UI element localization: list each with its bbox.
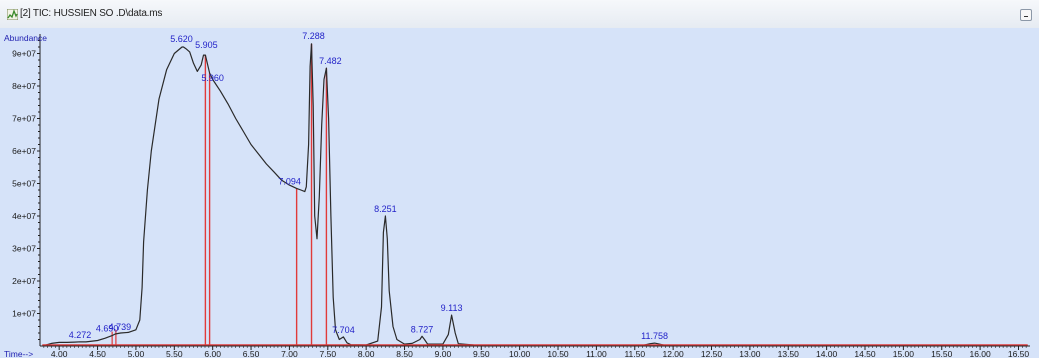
peak-label: 9.113 <box>441 303 463 313</box>
x-tick-label: 14.00 <box>816 349 838 358</box>
y-tick-label: 5e+07 <box>12 179 36 189</box>
x-tick-label: 6.00 <box>204 349 221 358</box>
peak-label: 5.905 <box>195 40 218 50</box>
y-tick-label: 4e+07 <box>12 211 36 221</box>
x-axis-label: Time--> <box>4 349 33 358</box>
x-tick-label: 6.50 <box>243 349 260 358</box>
x-tick-label: 14.50 <box>854 349 876 358</box>
x-tick-label: 12.50 <box>701 349 723 358</box>
y-tick-label: 9e+07 <box>12 49 36 59</box>
peak-label: 8.727 <box>411 324 434 334</box>
x-tick-label: 11.00 <box>586 349 607 358</box>
y-axis-label: Abundance <box>4 33 47 43</box>
peak-label: 5.960 <box>201 73 224 83</box>
x-tick-label: 13.00 <box>739 349 761 358</box>
peak-label: 7.288 <box>302 31 325 41</box>
peak-label: 11.758 <box>641 331 668 341</box>
chromatogram-icon <box>7 9 18 20</box>
x-tick-label: 5.50 <box>166 349 183 358</box>
x-tick-label: 7.50 <box>320 349 337 358</box>
x-tick-label: 9.00 <box>435 349 452 358</box>
tic-trace <box>42 43 1028 347</box>
y-tick-label: 7e+07 <box>12 114 36 124</box>
peak-label: 5.620 <box>170 34 193 44</box>
y-tick-label: 1e+07 <box>12 309 36 319</box>
x-tick-label: 15.00 <box>893 349 915 358</box>
peak-label: 4.272 <box>69 330 92 340</box>
peak-label: 7.482 <box>319 56 342 66</box>
y-tick-label: 6e+07 <box>12 146 36 156</box>
x-tick-label: 4.00 <box>51 349 68 358</box>
x-tick-label: 11.50 <box>624 349 645 358</box>
peak-label: 8.251 <box>374 204 397 214</box>
x-tick-label: 4.50 <box>89 349 106 358</box>
y-tick-label: 3e+07 <box>12 244 36 254</box>
y-tick-label: 2e+07 <box>12 276 36 286</box>
peak-label: 4.739 <box>109 322 132 332</box>
x-tick-label: 9.50 <box>473 349 490 358</box>
x-tick-label: 16.50 <box>1008 349 1030 358</box>
restore-button[interactable] <box>1020 9 1032 21</box>
x-tick-label: 8.00 <box>358 349 375 358</box>
restore-icon <box>1024 16 1028 17</box>
x-tick-label: 10.50 <box>547 349 569 358</box>
x-tick-label: 12.00 <box>662 349 684 358</box>
x-tick-label: 16.00 <box>969 349 991 358</box>
x-tick-label: 15.50 <box>931 349 953 358</box>
peak-label: 7.704 <box>332 325 355 335</box>
peak-label: 7.094 <box>278 176 301 186</box>
x-tick-label: 10.00 <box>509 349 531 358</box>
x-tick-label: 5.00 <box>128 349 145 358</box>
window-title-bar[interactable]: [2] TIC: HUSSIEN SO .D\data.ms <box>0 0 1039 29</box>
x-tick-label: 13.50 <box>778 349 800 358</box>
peak-label: 4.690 <box>96 324 119 334</box>
x-tick-label: 7.00 <box>281 349 298 358</box>
x-tick-label: 8.50 <box>396 349 413 358</box>
plot-background <box>0 28 1039 358</box>
window-title: [2] TIC: HUSSIEN SO .D\data.ms <box>20 8 163 19</box>
y-tick-label: 8e+07 <box>12 81 36 91</box>
